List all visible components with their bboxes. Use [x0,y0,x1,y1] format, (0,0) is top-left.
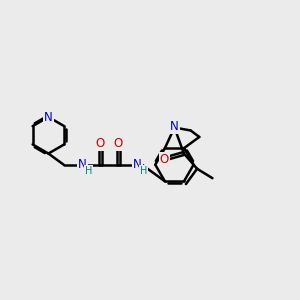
Text: O: O [96,137,105,150]
Text: H: H [85,166,92,176]
Text: N: N [44,110,53,124]
Text: N: N [170,120,179,134]
Text: O: O [160,153,169,166]
Text: O: O [114,137,123,150]
Text: N: N [78,158,87,171]
Text: H: H [140,166,147,176]
Text: N: N [133,158,142,171]
